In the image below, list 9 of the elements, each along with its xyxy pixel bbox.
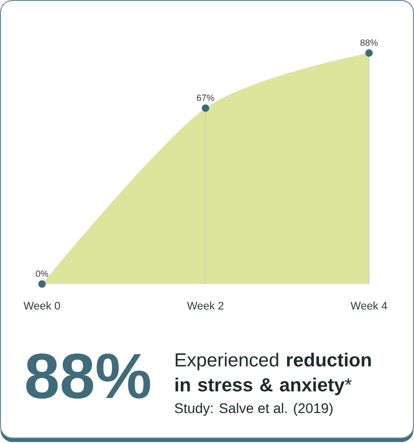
x-tick-label: Week 4 bbox=[350, 302, 388, 310]
text: 88% bbox=[26, 353, 150, 399]
text: Experienced reduction in stress & anxiety* bbox=[176, 352, 371, 396]
text: Study: Salve et al. (2019) bbox=[174, 402, 333, 416]
x-tick-label: Week 0 bbox=[24, 302, 60, 310]
data-label: 0% bbox=[36, 270, 48, 277]
data-label: 67% bbox=[196, 94, 214, 101]
x-tick-label: Week 2 bbox=[187, 302, 224, 310]
data-label: 88% bbox=[360, 39, 378, 46]
